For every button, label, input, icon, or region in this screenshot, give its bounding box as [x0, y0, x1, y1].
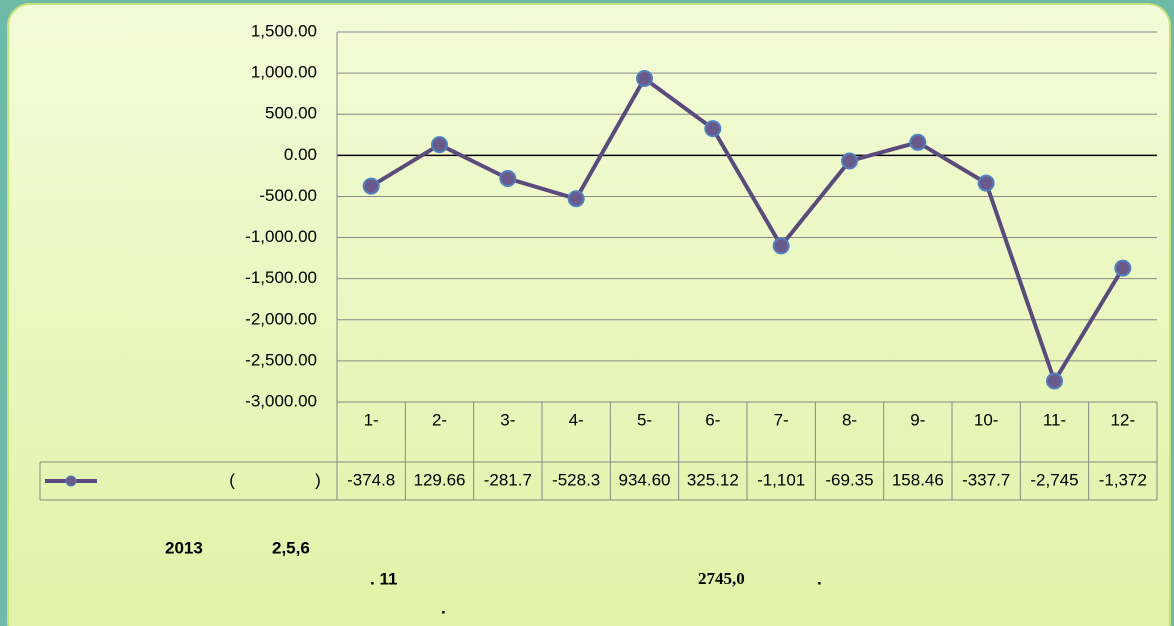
y-tick-label: -3,000.00	[245, 391, 317, 410]
x-tick-label: 7-	[774, 410, 789, 429]
x-tick-label: 11-	[1043, 410, 1066, 429]
x-tick-label: 10-	[974, 410, 999, 429]
y-tick-label: -500.00	[259, 186, 317, 205]
value-label: 325.12	[687, 470, 739, 489]
x-tick-label: 6-	[705, 410, 720, 429]
marker	[772, 237, 790, 255]
note: 2745,0	[698, 569, 745, 588]
y-tick-label: 1,500.00	[251, 21, 317, 40]
x-tick-label: 9-	[910, 410, 925, 429]
value-label: -337.7	[962, 470, 1010, 489]
panel	[7, 3, 1171, 626]
value-label: 158.46	[892, 470, 944, 489]
marker	[977, 174, 995, 192]
y-tick-label: -2,000.00	[245, 309, 317, 328]
marker	[431, 136, 448, 154]
value-label: 129.66	[414, 470, 466, 489]
marker	[567, 190, 585, 208]
x-tick-label: 1-	[364, 410, 379, 429]
x-tick-label: 4-	[569, 410, 584, 429]
x-tick-label: 3-	[500, 410, 515, 429]
y-tick-label: 0.00	[284, 145, 317, 164]
note: 2,5,6	[272, 538, 310, 557]
value-label: -1,101	[757, 470, 805, 489]
y-tick-label: -1,000.00	[245, 227, 317, 246]
x-tick-label: 5-	[637, 410, 652, 429]
marker	[1114, 259, 1132, 277]
note: .	[441, 598, 446, 617]
series-line	[370, 76, 1125, 384]
x-tick-label: 12-	[1111, 410, 1136, 429]
marker	[499, 169, 517, 187]
y-tick-label: -1,500.00	[245, 268, 317, 287]
value-label: -69.35	[825, 470, 873, 489]
marker	[704, 120, 722, 138]
x-tick-label: 8-	[842, 410, 857, 429]
y-tick-label: 500.00	[265, 104, 317, 123]
note: . 11	[370, 569, 397, 588]
note: .	[817, 569, 822, 588]
y-tick-label: -2,500.00	[245, 350, 317, 369]
value-label: -528.3	[552, 470, 600, 489]
value-label: -281.7	[484, 470, 532, 489]
x-tick-label: 2-	[432, 410, 447, 429]
marker	[909, 133, 927, 151]
marker	[362, 177, 380, 195]
legend-marker	[65, 475, 77, 487]
marker	[636, 69, 653, 87]
marker	[841, 152, 858, 170]
value-label: -1,372	[1099, 470, 1147, 489]
value-label: 934.60	[619, 470, 671, 489]
note: 2013	[165, 538, 203, 557]
value-label: -374.8	[347, 470, 395, 489]
legend-label: ( )	[229, 470, 321, 489]
y-tick-label: 1,000.00	[251, 63, 317, 82]
marker	[1046, 372, 1063, 390]
value-label: -2,745	[1030, 470, 1078, 489]
